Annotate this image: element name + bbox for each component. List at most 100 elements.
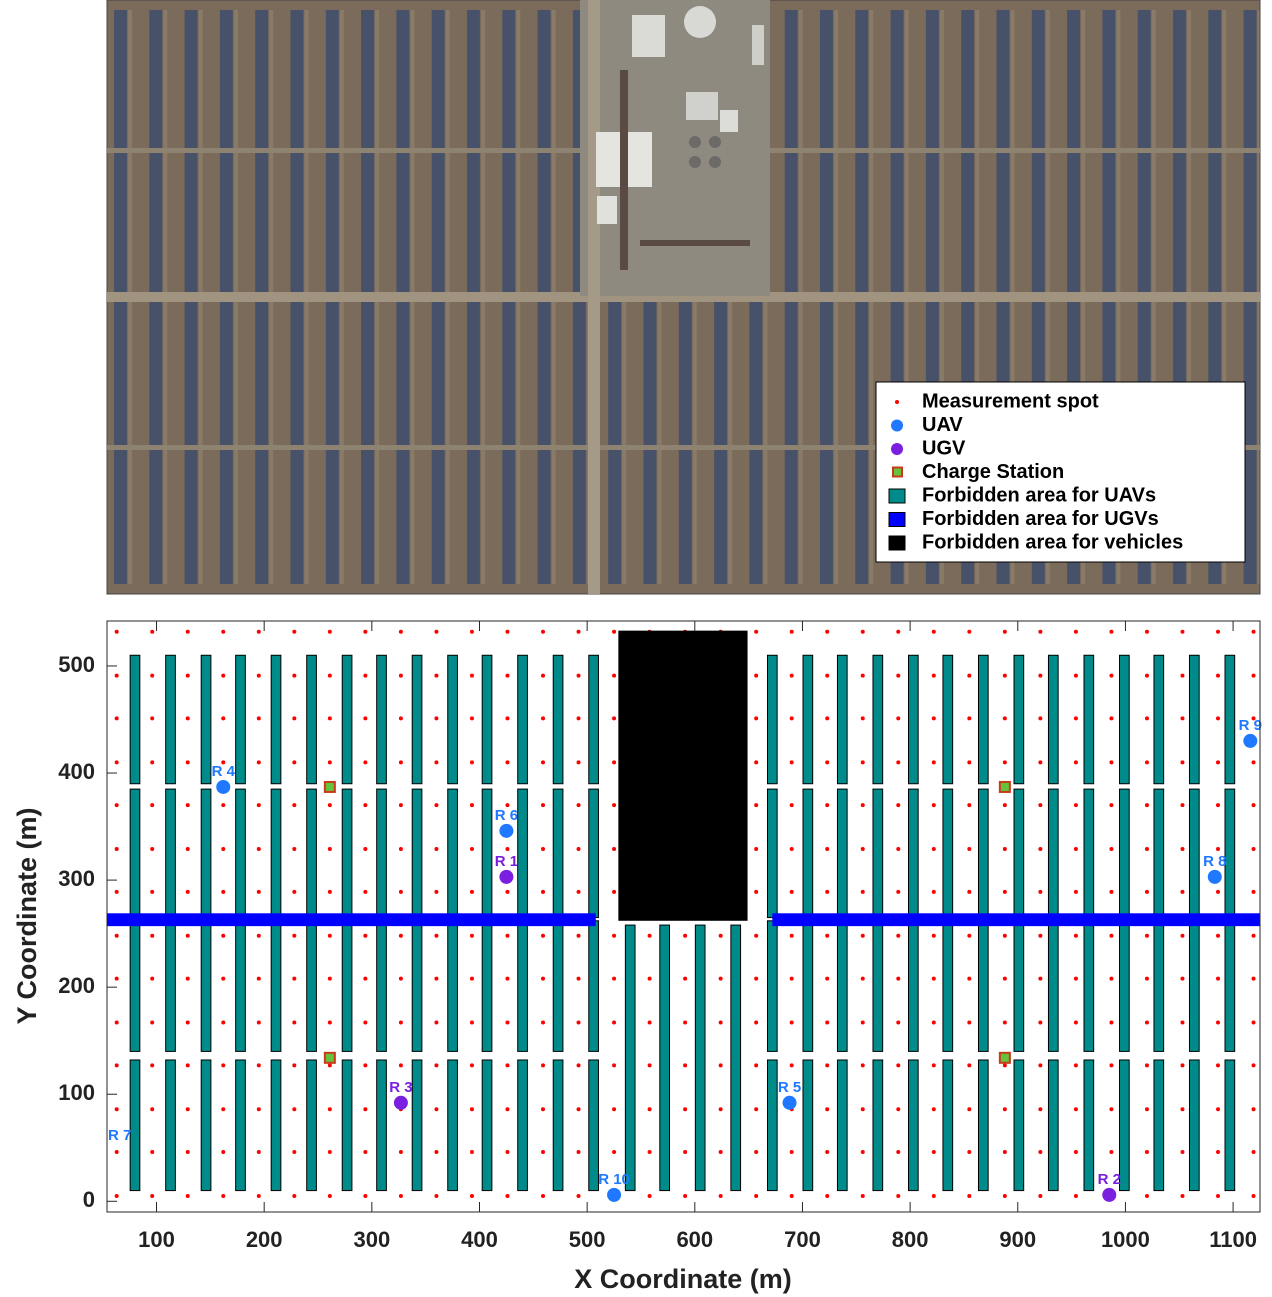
measurement-spot <box>257 890 261 894</box>
measurement-spot <box>896 1194 900 1198</box>
measurement-spot <box>648 934 652 938</box>
uav-forbidden-area <box>978 1060 988 1191</box>
measurement-spot <box>434 1150 438 1154</box>
uav-forbidden-area <box>307 655 317 783</box>
measurement-spot <box>861 674 865 678</box>
legend-marker <box>893 468 902 477</box>
measurement-spot <box>825 674 829 678</box>
legend-label: Measurement spot <box>922 390 1099 412</box>
uav-forbidden-area <box>307 789 317 917</box>
measurement-spot <box>186 890 190 894</box>
uav-forbidden-area <box>695 925 705 1191</box>
measurement-spot <box>1180 1150 1184 1154</box>
uav-forbidden-area <box>978 655 988 783</box>
uav-forbidden-area <box>377 1060 387 1191</box>
measurement-spot <box>257 674 261 678</box>
measurement-spot <box>861 1150 865 1154</box>
measurement-spot <box>221 977 225 981</box>
measurement-spot <box>1074 890 1078 894</box>
measurement-spot <box>648 1107 652 1111</box>
measurement-spot <box>434 934 438 938</box>
measurement-spot <box>719 1063 723 1067</box>
robot-label: R 3 <box>389 1079 412 1096</box>
measurement-spot <box>1145 1063 1149 1067</box>
measurement-spot <box>541 1020 545 1024</box>
measurement-spot <box>328 630 332 634</box>
measurement-spot <box>328 1194 332 1198</box>
measurement-spot <box>186 674 190 678</box>
measurement-spot <box>648 977 652 981</box>
uav-forbidden-area <box>1084 921 1094 1052</box>
measurement-spot <box>115 977 119 981</box>
measurement-spot <box>790 1063 794 1067</box>
measurement-spot <box>754 630 758 634</box>
x-tick-label: 1100 <box>1209 1227 1257 1252</box>
measurement-spot <box>577 1107 581 1111</box>
measurement-spot <box>1216 934 1220 938</box>
robot <box>394 1096 408 1110</box>
measurement-spot <box>896 847 900 851</box>
uav-forbidden-area <box>448 1060 458 1191</box>
measurement-spot <box>612 847 616 851</box>
measurement-spot <box>434 1020 438 1024</box>
measurement-spot <box>1216 674 1220 678</box>
measurement-spot <box>719 1194 723 1198</box>
x-tick-label: 700 <box>784 1227 821 1252</box>
measurement-spot <box>1003 1107 1007 1111</box>
measurement-spot <box>115 674 119 678</box>
measurement-spot <box>221 1150 225 1154</box>
measurement-spot <box>1109 977 1113 981</box>
measurement-spot <box>399 630 403 634</box>
measurement-spot <box>754 890 758 894</box>
measurement-spot <box>577 716 581 720</box>
measurement-spot <box>505 847 509 851</box>
uav-forbidden-area <box>873 921 883 1052</box>
measurement-spot <box>896 1150 900 1154</box>
uav-forbidden-area <box>943 1060 953 1191</box>
measurement-spot <box>328 1107 332 1111</box>
measurement-spot <box>612 1063 616 1067</box>
measurement-spot <box>1180 977 1184 981</box>
uav-forbidden-area <box>1048 655 1058 783</box>
measurement-spot <box>257 1063 261 1067</box>
measurement-spot <box>612 977 616 981</box>
uav-forbidden-area <box>731 925 741 1191</box>
measurement-spot <box>1180 630 1184 634</box>
uav-forbidden-area <box>518 789 528 917</box>
uav-forbidden-area <box>589 789 599 917</box>
uav-forbidden-area <box>201 1060 211 1191</box>
uav-forbidden-area <box>518 1060 528 1191</box>
measurement-spot <box>861 1194 865 1198</box>
uav-forbidden-area <box>201 789 211 917</box>
measurement-spot <box>115 1150 119 1154</box>
measurement-spot <box>1216 1150 1220 1154</box>
measurement-spot <box>719 1020 723 1024</box>
measurement-spot <box>221 716 225 720</box>
measurement-spot <box>1074 847 1078 851</box>
charge-station <box>325 782 335 792</box>
legend-marker <box>889 489 905 503</box>
measurement-spot <box>470 716 474 720</box>
robot <box>1243 734 1257 748</box>
measurement-spot <box>505 977 509 981</box>
measurement-spot <box>825 977 829 981</box>
measurement-spot <box>577 977 581 981</box>
measurement-spot <box>1003 977 1007 981</box>
measurement-spot <box>896 934 900 938</box>
measurement-spot <box>150 803 154 807</box>
x-tick-label: 800 <box>892 1227 929 1252</box>
measurement-spot <box>328 890 332 894</box>
measurement-spot <box>505 1063 509 1067</box>
uav-forbidden-area <box>307 1060 317 1191</box>
robot-label: R 4 <box>212 763 236 780</box>
measurement-spot <box>967 890 971 894</box>
measurement-spot <box>790 847 794 851</box>
uav-forbidden-area <box>909 1060 919 1191</box>
measurement-spot <box>1003 847 1007 851</box>
legend-marker <box>891 420 903 432</box>
uav-forbidden-area <box>803 655 813 783</box>
measurement-spot <box>1038 803 1042 807</box>
measurement-spot <box>1074 716 1078 720</box>
measurement-spot <box>434 760 438 764</box>
measurement-spot <box>115 803 119 807</box>
